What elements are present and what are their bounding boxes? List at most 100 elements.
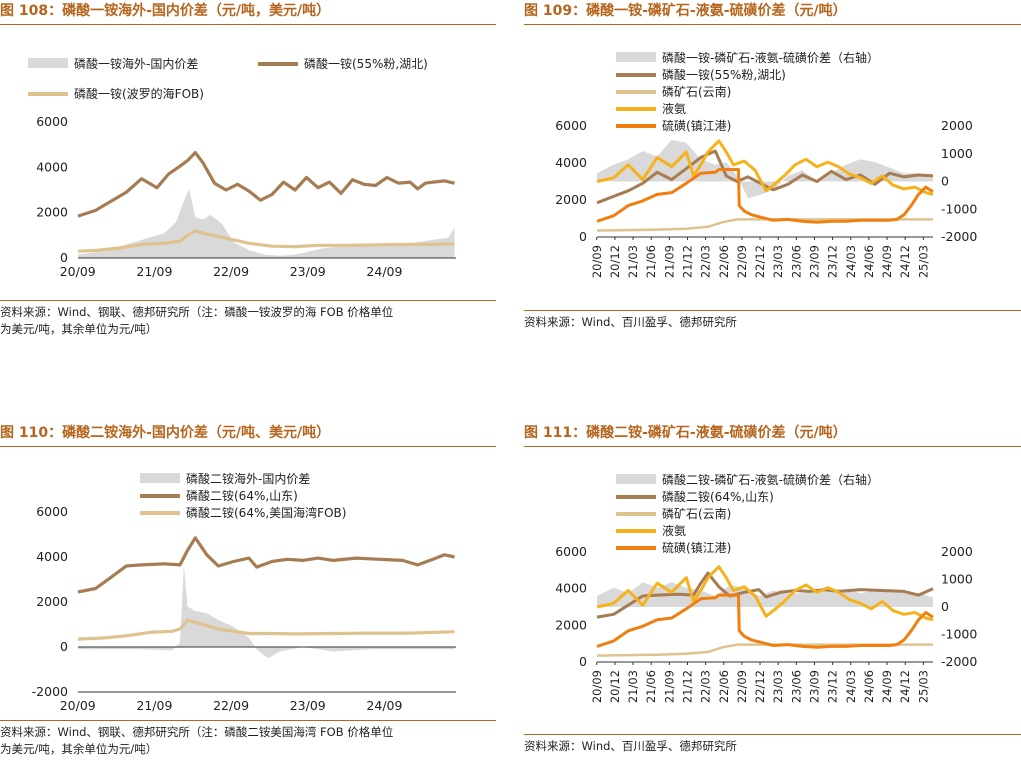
legend-label-1: 磷酸一铵(55%粉,湖北) [662,67,786,82]
x-tick-label-15: 24/06 [862,670,876,703]
legend-label-0: 磷酸一铵海外-国内价差 [74,56,198,71]
x-tick-label-10: 23/03 [771,670,785,703]
x-tick-label-1: 21/09 [136,698,172,713]
fig108-source-line1: 资料来源：Wind、钢联、德邦研究所（注：磷酸一铵波罗的海 FOB 价格单位 [0,305,394,319]
y-tick-label-3: 6000 [555,544,587,559]
fig110-source-line1: 资料来源：Wind、钢联、德邦研究所（注：磷酸二铵美国海湾 FOB 价格单位 [0,725,394,739]
x-tick-label-12: 23/09 [807,245,821,278]
legend-label-4: 硫磺(镇江港) [662,118,731,133]
series-line-3 [596,139,934,196]
legend-label-2: 磷矿石(云南) [662,506,731,521]
x-tick-label-4: 24/09 [366,698,402,713]
x-tick-label-0: 20/09 [590,245,604,278]
panel-fig108: 图 108：磷酸一铵海外-国内价差（元/吨，美元/吨） 磷酸一铵海外-国内价差磷… [0,0,496,380]
fig109-title: 图 109：磷酸一铵-磷矿石-液氨-硫磺价差（元/吨） [524,0,1021,25]
series-line-2 [77,618,455,641]
y-tick-label-2: 4000 [36,159,68,174]
y-tick-label-1: 2000 [555,617,587,632]
panel-fig110: 图 110：磷酸二铵海外-国内价差（元/吨、美元/吨） 磷酸二铵海外-国内价差磷… [0,422,496,766]
y-tick-label-2: 4000 [555,155,587,170]
series-line-1 [77,150,455,218]
x-tick-label-5: 21/12 [680,670,694,703]
series-area-0 [78,188,455,258]
series-line-4 [596,168,934,224]
x-tick-label-16: 24/09 [880,670,894,703]
series-line-1 [596,149,934,205]
fig111-source-line1: 资料来源：Wind、百川盈孚、德邦研究所 [524,739,737,753]
y-tick-label-3: 6000 [36,114,68,129]
legend-swatch-0 [616,474,656,484]
x-tick-label-12: 23/09 [807,670,821,703]
x-tick-label-9: 22/12 [753,670,767,703]
x-tick-label-3: 23/09 [290,264,326,279]
fig111-source-note: 资料来源：Wind、百川盈孚、德邦研究所 [524,734,1021,755]
legend-label-1: 磷酸二铵(64%,山东) [662,489,774,504]
x-tick-label-5: 21/12 [680,245,694,278]
series-line-1 [77,536,455,594]
y-tick-label-0: 0 [579,654,587,669]
y-tick-label-4: 6000 [36,504,68,519]
legend-label-1: 磷酸一铵(55%粉,湖北) [304,56,428,71]
legend-label-2: 磷酸二铵(64%,美国海湾FOB) [186,505,346,520]
legend-label-3: 液氨 [662,523,686,538]
x-tick-label-3: 21/06 [644,245,658,278]
x-tick-label-6: 22/03 [699,245,713,278]
x-tick-label-3: 21/06 [644,670,658,703]
x-tick-label-9: 22/12 [753,245,767,278]
x-tick-label-16: 24/09 [880,245,894,278]
x-tick-label-2: 22/09 [213,698,249,713]
fig110-title: 图 110：磷酸二铵海外-国内价差（元/吨、美元/吨） [0,422,496,447]
fig111-chart: 磷酸二铵-磷矿石-液氨-硫磺价差（右轴） 磷酸二铵(64%,山东) 磷矿石(云南) 液… [555,472,977,703]
series-line-3 [596,565,934,622]
y2-tick-label-0: -2000 [941,229,977,244]
x-tick-label-13: 23/12 [826,670,840,703]
x-tick-label-11: 23/06 [789,245,803,278]
fig109-source-line1: 资料来源：Wind、百川盈孚、德邦研究所 [524,315,737,329]
x-tick-label-8: 22/09 [735,245,749,278]
panel-fig111: 图 111：磷酸二铵-磷矿石-液氨-硫磺价差（元/吨） 磷酸二铵-磷矿石-液氨-… [524,422,1021,766]
y-tick-label-2: 4000 [555,581,587,596]
legend-label-0: 磷酸二铵-磷矿石-液氨-硫磺价差（右轴） [662,472,879,487]
x-tick-label-0: 20/09 [60,264,96,279]
fig108-chart: 磷酸一铵海外-国内价差 磷酸一铵(55%粉,湖北)磷酸一铵(波罗的海FOB)020… [28,56,456,279]
fig108-title: 图 108：磷酸一铵海外-国内价差（元/吨，美元/吨） [0,0,496,25]
x-tick-label-17: 24/12 [898,245,912,278]
x-tick-label-14: 24/03 [844,670,858,703]
fig109-source-note: 资料来源：Wind、百川盈孚、德邦研究所 [524,310,1021,331]
fig108-source-line2: 为美元/吨，其余单位为元/吨） [0,322,158,336]
legend-label-0: 磷酸二铵海外-国内价差 [186,471,310,486]
fig108-source-note: 资料来源：Wind、钢联、德邦研究所（注：磷酸一铵波罗的海 FOB 价格单位 为… [0,300,496,338]
x-tick-label-2: 21/03 [626,245,640,278]
x-tick-label-3: 23/09 [290,698,326,713]
legend-swatch-0 [140,473,180,483]
y2-tick-label-1: -1000 [941,627,977,642]
legend-label-2: 磷酸一铵(波罗的海FOB) [74,86,204,101]
fig110-source-line2: 为美元/吨，其余单位为元/吨） [0,742,158,756]
x-tick-label-6: 22/03 [699,670,713,703]
series-area-0 [78,566,455,659]
x-tick-label-1: 20/12 [608,670,622,703]
x-tick-label-18: 25/03 [916,670,930,703]
y-tick-label-1: 2000 [36,205,68,220]
x-tick-label-8: 22/09 [735,670,749,703]
y2-tick-label-1: -1000 [941,201,977,216]
y2-tick-label-2: 0 [941,174,949,189]
fig111-title: 图 111：磷酸二铵-磷矿石-液氨-硫磺价差（元/吨） [524,422,1021,447]
y-tick-label-1: 2000 [555,192,587,207]
y-tick-label-3: 6000 [555,118,587,133]
legend-label-2: 磷矿石(云南) [662,84,731,99]
x-tick-label-1: 21/09 [136,264,172,279]
y2-tick-label-4: 2000 [941,118,973,133]
x-tick-label-14: 24/03 [844,245,858,278]
series-line-1 [596,571,934,619]
fig110-source-note: 资料来源：Wind、钢联、德邦研究所（注：磷酸二铵美国海湾 FOB 价格单位 为… [0,720,496,758]
y2-tick-label-4: 2000 [941,544,973,559]
x-tick-label-10: 23/03 [771,245,785,278]
series-line-4 [596,593,934,649]
x-tick-label-4: 21/09 [662,670,676,703]
x-tick-label-7: 22/06 [717,670,731,703]
legend-swatch-0 [616,52,656,62]
legend-label-0: 磷酸一铵-磷矿石-液氨-硫磺价差（右轴） [662,50,879,65]
y-tick-label-3: 4000 [36,549,68,564]
